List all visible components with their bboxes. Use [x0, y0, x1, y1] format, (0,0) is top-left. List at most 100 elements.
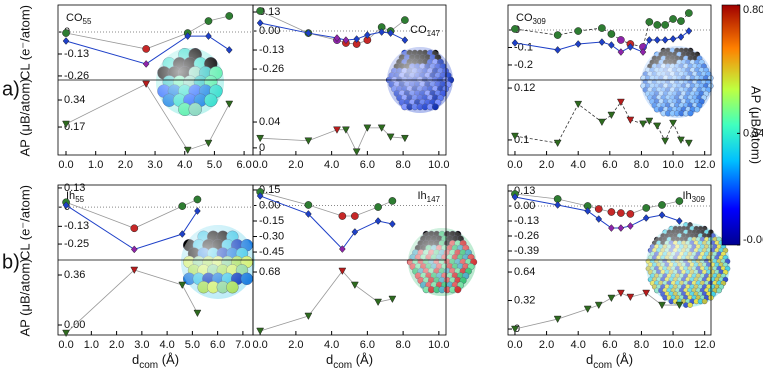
data-point	[304, 137, 313, 145]
y-tick-label: 0.68	[259, 266, 280, 278]
data-point	[553, 139, 562, 148]
data-point	[554, 201, 561, 209]
data-point	[178, 202, 187, 210]
colorbar-tick-label: 0.80	[743, 4, 763, 16]
data-point	[661, 21, 670, 29]
y-tick-label: 0	[259, 142, 265, 154]
x-tick-label: 10.0	[662, 339, 683, 351]
data-point	[304, 312, 313, 321]
data-point	[642, 214, 650, 222]
data-point	[130, 245, 138, 254]
x-tick-label: 1.0	[88, 159, 103, 171]
series-line	[260, 270, 393, 332]
data-point	[374, 203, 382, 211]
panel-label-text: Ih	[682, 190, 691, 202]
data-point	[142, 60, 150, 68]
data-point	[178, 230, 186, 238]
x-tick-label: 6.0	[602, 159, 617, 171]
data-point	[401, 36, 409, 44]
data-point	[661, 137, 670, 146]
nanoparticle-shine	[181, 225, 255, 299]
data-point	[364, 31, 371, 39]
data-point	[616, 98, 625, 107]
data-point	[658, 211, 666, 219]
data-point	[338, 267, 347, 276]
y-tick-label: 0.34	[64, 94, 85, 106]
colorbar-tick-label: 0.34	[743, 127, 763, 139]
data-point	[685, 9, 693, 17]
y-tick-label: -0.26	[64, 70, 89, 82]
data-point	[684, 139, 693, 148]
data-point	[178, 281, 187, 290]
x-axis-label: dcom (Å)	[586, 352, 633, 370]
x-tick-label: 2.0	[539, 159, 554, 171]
y-tick-label: -0.13	[64, 220, 89, 232]
data-point	[62, 201, 70, 210]
x-tick-label: 8.0	[395, 339, 410, 351]
y-axis-label: CL (e⁻/atom)	[17, 185, 32, 260]
panel-label: Ih309	[682, 190, 705, 204]
data-point	[352, 148, 361, 156]
data-point	[256, 134, 265, 143]
panel-label-sub: 309	[692, 195, 706, 204]
x-tick-label: 6.0	[236, 159, 251, 171]
data-point	[653, 36, 661, 44]
data-point	[642, 204, 651, 212]
data-point	[130, 266, 139, 275]
data-point	[574, 100, 583, 109]
colorbar-label: AP (μB/atom)	[749, 86, 763, 164]
data-point	[511, 193, 519, 201]
series-line	[65, 204, 198, 250]
data-point	[511, 25, 519, 33]
y-tick-label: 0.13	[514, 185, 535, 197]
x-tick-label: 10.0	[662, 159, 683, 171]
data-point	[401, 16, 409, 24]
y-tick-label: 0.36	[64, 269, 85, 281]
y-tick-label: -0.45	[259, 246, 284, 258]
data-point	[661, 36, 669, 44]
y-axis-label: AP (μB/atom)	[17, 258, 32, 336]
nanoparticle	[406, 228, 478, 296]
data-point	[553, 31, 562, 39]
y-tick-label: 0.12	[514, 82, 535, 94]
data-point	[378, 28, 385, 36]
series-line	[65, 199, 198, 229]
data-point	[339, 245, 346, 253]
x-tick-label: 6.0	[210, 339, 225, 351]
series-line	[514, 101, 690, 144]
data-point	[607, 30, 616, 38]
x-tick-label: 0.0	[252, 339, 267, 351]
nanoparticle	[645, 222, 731, 308]
series-line	[514, 193, 680, 215]
data-point	[377, 124, 386, 132]
data-point	[205, 32, 212, 40]
data-point	[685, 27, 693, 35]
y-tick-label: 0.00	[514, 200, 535, 212]
x-axis-label: dcom (Å)	[326, 352, 373, 370]
data-point	[608, 224, 615, 232]
data-point	[400, 134, 409, 143]
data-point	[574, 27, 583, 35]
data-point	[389, 220, 396, 228]
x-tick-label: 6.0	[360, 339, 375, 351]
data-point	[658, 201, 666, 209]
series-line	[260, 127, 405, 153]
nanoparticle	[640, 46, 714, 118]
data-point	[658, 301, 666, 310]
data-point	[305, 29, 312, 37]
colorbar-tick-label: -0.06	[743, 234, 763, 246]
series-line	[514, 292, 680, 330]
x-tick-label: 5.0	[207, 159, 222, 171]
data-point	[511, 132, 519, 141]
data-point	[193, 309, 202, 318]
data-point	[626, 116, 635, 124]
data-point	[511, 39, 519, 47]
x-tick-label: 12.0	[694, 339, 715, 351]
x-tick-label: 4.0	[571, 339, 586, 351]
y-tick-label: -0.13	[259, 44, 284, 56]
y-tick-label: -0.1	[514, 41, 533, 53]
data-point	[574, 40, 582, 48]
nanoparticle	[181, 225, 255, 299]
x-tick-label: 8.0	[634, 159, 649, 171]
